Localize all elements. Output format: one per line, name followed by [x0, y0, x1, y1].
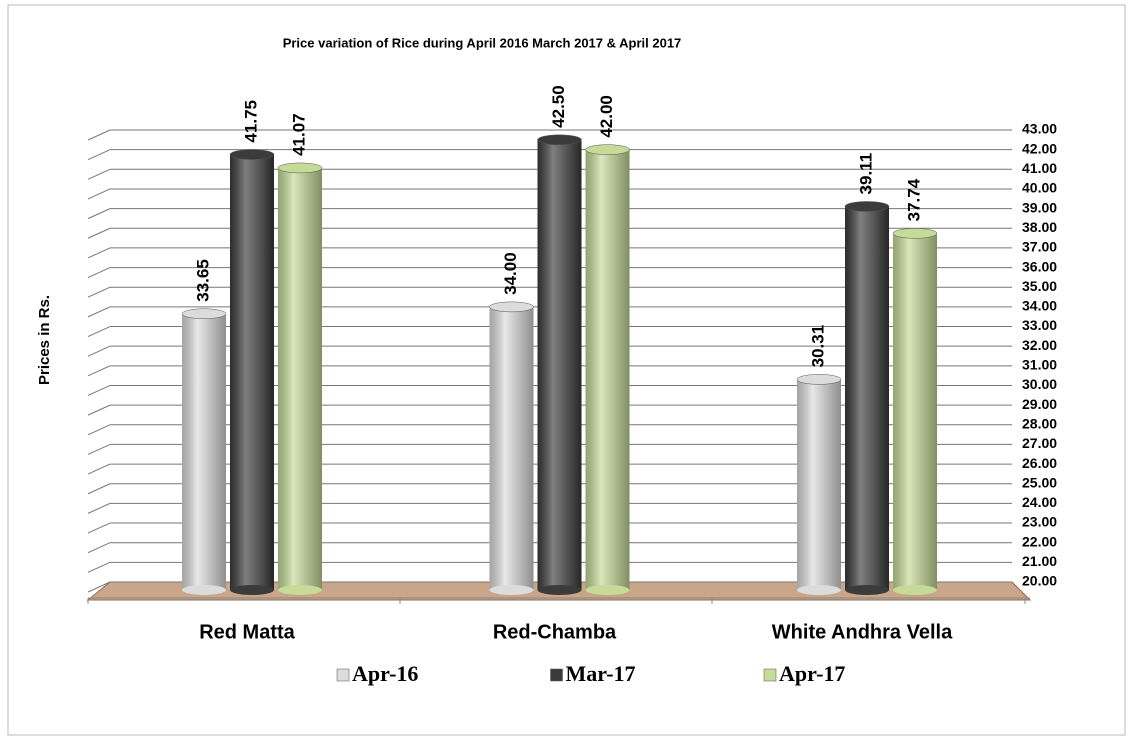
grid-line — [87, 463, 111, 475]
legend-swatch — [763, 668, 777, 682]
y-tick-label: 37.00 — [1022, 239, 1057, 255]
grid-line — [87, 267, 111, 279]
legend-label: Apr-16 — [352, 661, 418, 686]
grid-line — [87, 522, 111, 534]
legend-swatch — [336, 668, 350, 682]
y-tick-label: 36.00 — [1022, 258, 1057, 274]
y-tick-label: 20.00 — [1022, 573, 1057, 589]
value-label: 42.00 — [597, 95, 616, 138]
bar-top — [892, 228, 938, 239]
y-tick-label: 43.00 — [1022, 121, 1057, 137]
bar-shade — [537, 139, 582, 590]
chart-title: Price variation of Rice during April 201… — [283, 35, 682, 50]
y-tick-label: 29.00 — [1022, 396, 1057, 412]
bar-shade — [797, 379, 841, 590]
y-tick-label: 32.00 — [1022, 337, 1057, 353]
bar-bottom — [893, 585, 937, 595]
bar-shade — [182, 313, 226, 590]
y-tick-label: 25.00 — [1022, 474, 1057, 490]
legend-swatch — [550, 668, 563, 682]
y-tick-label: 31.00 — [1022, 357, 1057, 373]
y-tick-label: 21.00 — [1022, 553, 1057, 569]
bar-shade — [845, 206, 889, 590]
bar-top — [489, 301, 534, 313]
value-label: 39.11 — [856, 153, 875, 195]
grid-line — [87, 502, 111, 514]
x-tick-label: Red Matta — [199, 621, 295, 643]
y-axis-label: Prices in Rs. — [36, 295, 53, 385]
y-tick-label: 28.00 — [1022, 415, 1057, 431]
bar-bottom — [797, 585, 841, 595]
y-tick-label: 40.00 — [1022, 180, 1057, 196]
grid-line — [87, 561, 111, 573]
bar-bottom — [182, 585, 226, 595]
x-tick-label: White Andhra Vella — [772, 621, 953, 643]
y-tick-label: 41.00 — [1022, 160, 1057, 176]
bar-bottom — [278, 585, 322, 595]
y-tick-label: 38.00 — [1022, 219, 1057, 235]
grid-line — [87, 227, 111, 239]
bar-top — [585, 144, 630, 155]
grid-line — [87, 404, 111, 416]
grid-line — [87, 385, 111, 396]
grid-line — [87, 286, 111, 298]
grid-line — [87, 306, 111, 318]
x-tick-label: Red-Chamba — [493, 621, 617, 643]
grid-line — [87, 424, 111, 436]
value-label: 34.00 — [501, 252, 520, 295]
legend-label: Mar-17 — [566, 661, 636, 686]
y-tick-label: 39.00 — [1022, 199, 1057, 215]
grid-line — [87, 542, 111, 554]
y-tick-label: 34.00 — [1022, 298, 1057, 314]
y-tick-label: 33.00 — [1022, 317, 1057, 333]
grid-line — [87, 326, 111, 337]
grid-line — [87, 129, 111, 141]
bar-top — [844, 201, 890, 212]
value-label: 41.07 — [289, 113, 308, 156]
grid-line — [87, 168, 111, 180]
grid-line — [87, 247, 111, 259]
value-label: 42.50 — [549, 85, 568, 128]
bar-shade — [278, 167, 322, 590]
value-label: 37.74 — [904, 178, 923, 221]
bar-top — [181, 308, 227, 319]
grid-line — [87, 188, 111, 200]
y-tick-label: 24.00 — [1022, 494, 1057, 510]
grid-line — [87, 208, 111, 220]
bar-top — [277, 162, 323, 174]
grid-line — [87, 581, 111, 593]
legend-label: Apr-17 — [779, 661, 845, 686]
bar-shade — [893, 233, 937, 591]
y-tick-label: 26.00 — [1022, 455, 1057, 471]
grid-line — [87, 443, 111, 455]
y-tick-label: 23.00 — [1022, 514, 1057, 530]
value-label: 41.75 — [241, 100, 260, 143]
grid-line — [87, 483, 111, 495]
y-tick-label: 22.00 — [1022, 533, 1057, 549]
bar-bottom — [537, 585, 582, 595]
grid-line — [87, 345, 111, 357]
bar-top — [796, 374, 842, 385]
bar-bottom — [845, 585, 889, 595]
bar-bottom — [585, 585, 630, 595]
value-label: 33.65 — [193, 259, 212, 302]
bar-shade — [585, 149, 630, 591]
bar-bottom — [489, 585, 534, 595]
bar-shade — [489, 306, 534, 590]
grid-line — [87, 365, 111, 377]
value-label: 30.31 — [808, 325, 827, 368]
y-tick-label: 30.00 — [1022, 376, 1057, 392]
y-tick-label: 35.00 — [1022, 278, 1057, 294]
y-tick-label: 42.00 — [1022, 140, 1057, 156]
bar-top — [229, 149, 275, 160]
bar-bottom — [230, 585, 274, 595]
bar-shade — [230, 154, 274, 590]
grid-line — [87, 149, 111, 161]
y-tick-label: 27.00 — [1022, 435, 1057, 451]
bar-top — [537, 134, 582, 146]
